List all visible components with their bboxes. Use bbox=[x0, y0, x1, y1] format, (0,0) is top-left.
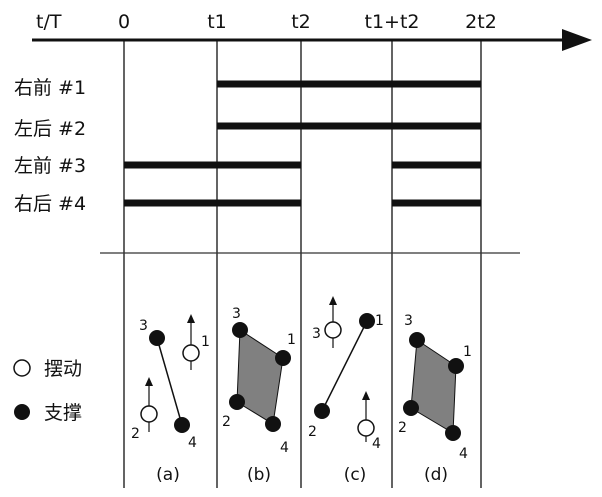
legend-support: 支撑 bbox=[44, 402, 82, 424]
svg-text:2: 2 bbox=[222, 414, 231, 430]
panel-b: 3 1 2 4 (b) bbox=[222, 306, 296, 485]
row-label-lf: 左前 #3 bbox=[14, 155, 86, 177]
foot-1-support bbox=[448, 358, 464, 374]
foot-1-support bbox=[359, 313, 375, 329]
support-polygon-b bbox=[236, 329, 284, 425]
svg-text:1: 1 bbox=[375, 313, 384, 329]
tick-0: 0 bbox=[118, 11, 130, 33]
panel-label-a: (a) bbox=[156, 465, 180, 485]
row-label-rh: 右后 #4 bbox=[14, 193, 86, 215]
svg-text:1: 1 bbox=[463, 344, 472, 360]
foot-4-swing bbox=[357, 419, 375, 437]
panel-c: 3 1 2 4 (c) bbox=[308, 296, 384, 485]
svg-text:1: 1 bbox=[287, 332, 296, 348]
row-label-rf: 右前 #1 bbox=[14, 77, 86, 99]
tick-t1: t1 bbox=[207, 11, 227, 33]
foot-2-swing bbox=[140, 405, 158, 423]
svg-text:3: 3 bbox=[312, 326, 321, 342]
panel-d: 3 1 2 4 (d) bbox=[398, 313, 472, 485]
swing-legend-icon bbox=[13, 359, 31, 377]
svg-text:2: 2 bbox=[308, 424, 317, 440]
tick-t1-plus-t2: t1+t2 bbox=[365, 11, 420, 33]
support-polygon-d bbox=[410, 339, 457, 434]
foot-4-support bbox=[445, 425, 461, 441]
foot-2-support bbox=[229, 394, 245, 410]
foot-1-swing bbox=[182, 344, 200, 362]
support-legend-icon bbox=[14, 404, 30, 420]
svg-text:3: 3 bbox=[404, 313, 413, 329]
foot-4-support bbox=[265, 416, 281, 432]
row-label-lh: 左后 #2 bbox=[14, 118, 86, 140]
axis-label: t/T bbox=[36, 11, 62, 33]
svg-text:3: 3 bbox=[232, 306, 241, 322]
svg-text:4: 4 bbox=[280, 440, 289, 456]
svg-text:2: 2 bbox=[398, 420, 407, 436]
svg-text:4: 4 bbox=[188, 435, 197, 451]
time-gridlines bbox=[123, 40, 482, 488]
foot-3-swing bbox=[324, 321, 342, 339]
legend-swing: 摆动 bbox=[44, 358, 82, 380]
foot-3-support bbox=[232, 322, 248, 338]
svg-text:2: 2 bbox=[131, 426, 140, 442]
svg-text:3: 3 bbox=[139, 318, 148, 334]
tick-t2: t2 bbox=[291, 11, 311, 33]
foot-1-support bbox=[275, 350, 291, 366]
foot-2-support bbox=[314, 403, 330, 419]
foot-4-support bbox=[174, 417, 190, 433]
svg-text:4: 4 bbox=[459, 446, 468, 462]
time-axis-arrowhead bbox=[562, 29, 592, 51]
svg-text:1: 1 bbox=[201, 334, 210, 350]
panel-label-b: (b) bbox=[247, 465, 271, 485]
svg-text:4: 4 bbox=[372, 436, 381, 452]
panel-label-c: (c) bbox=[344, 465, 367, 485]
foot-2-support bbox=[403, 400, 419, 416]
foot-3-support bbox=[149, 330, 165, 346]
support-bars bbox=[124, 80, 481, 207]
tick-2t2: 2t2 bbox=[465, 11, 497, 33]
panel-label-d: (d) bbox=[424, 465, 448, 485]
panel-a: 3 1 2 4 (a) bbox=[131, 314, 210, 485]
foot-3-support bbox=[409, 332, 425, 348]
